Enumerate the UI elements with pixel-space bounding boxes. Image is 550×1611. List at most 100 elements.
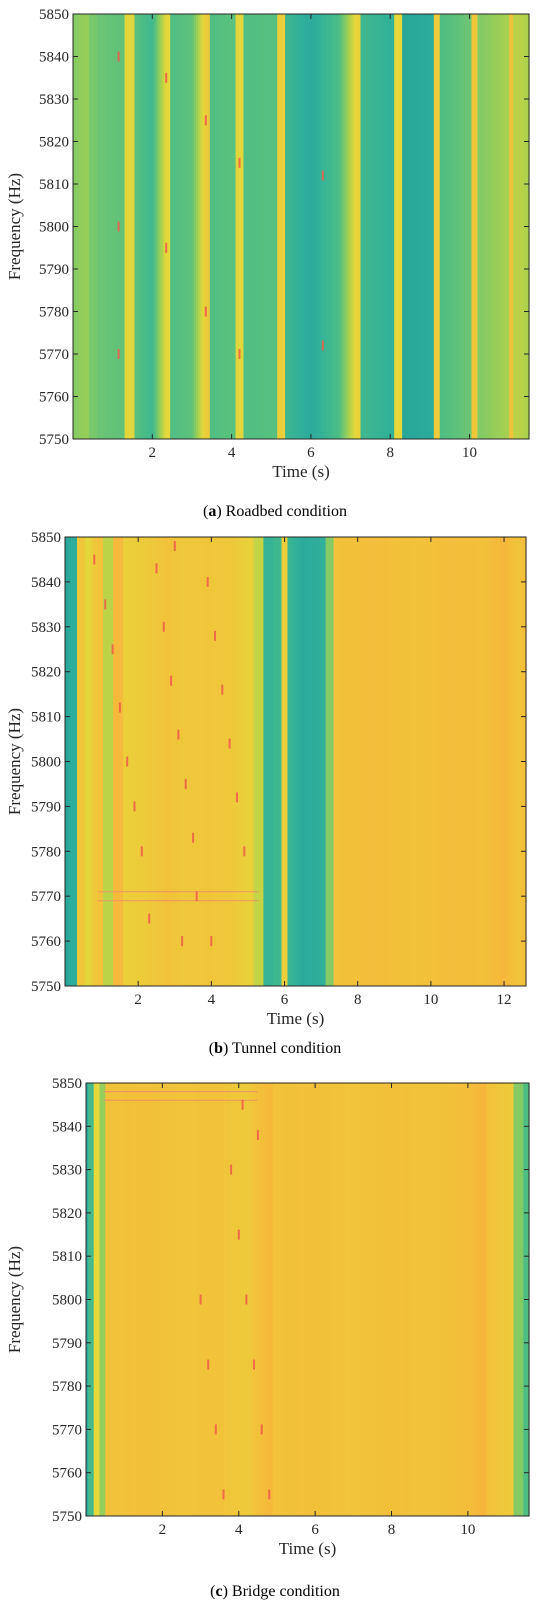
spectrogram-column bbox=[432, 1083, 436, 1516]
spectrogram-column bbox=[393, 537, 397, 986]
spectrogram-column bbox=[487, 14, 490, 439]
spectrogram-column bbox=[197, 14, 201, 439]
spectrogram-column bbox=[299, 537, 303, 986]
spectrogram-column bbox=[189, 537, 192, 986]
spectrogram-column bbox=[274, 1083, 278, 1516]
spectrogram-column bbox=[217, 537, 220, 986]
y-tick-label: 5770 bbox=[52, 1422, 82, 1438]
spectrogram-column bbox=[267, 14, 270, 439]
spectrogram-dash bbox=[214, 1424, 217, 1435]
spectrogram-column bbox=[438, 1083, 441, 1516]
y-tick-label: 5810 bbox=[39, 177, 69, 193]
spectrogram-column bbox=[190, 1083, 193, 1516]
spectrogram-column bbox=[205, 537, 208, 986]
spectrogram-column bbox=[257, 14, 260, 439]
spectrogram-dash bbox=[162, 621, 165, 632]
spectrogram-column bbox=[165, 537, 168, 986]
spectrogram-column bbox=[362, 14, 366, 439]
spectrogram-column bbox=[180, 14, 183, 439]
spectrogram-column bbox=[213, 537, 216, 986]
spectrogram-column bbox=[351, 537, 355, 986]
spectrogram-column bbox=[301, 537, 305, 986]
y-tick-label: 5850 bbox=[39, 7, 69, 23]
spectrogram-column bbox=[191, 1083, 195, 1516]
spectrogram-column bbox=[349, 537, 353, 986]
spectrogram-column bbox=[453, 1083, 457, 1516]
spectrogram-column bbox=[351, 1083, 355, 1516]
spectrogram-column bbox=[279, 14, 282, 439]
spectrogram-column bbox=[295, 14, 298, 439]
y-tick-label: 5750 bbox=[39, 432, 69, 448]
spectrogram-column bbox=[317, 1083, 320, 1516]
spectrogram-column bbox=[517, 537, 521, 986]
spectrogram-column bbox=[156, 14, 159, 439]
spectrogram-column bbox=[120, 1083, 124, 1516]
spectrogram-column bbox=[114, 14, 118, 439]
spectrogram-column bbox=[211, 537, 214, 986]
spectrogram-column bbox=[457, 14, 461, 439]
spectrogram-column bbox=[410, 14, 413, 439]
spectrogram-column bbox=[417, 537, 421, 986]
spectrogram-column bbox=[321, 537, 325, 986]
spectrogram-dash bbox=[173, 541, 176, 551]
spectrogram-dash bbox=[222, 1489, 225, 1500]
spectrogram-column bbox=[149, 537, 152, 986]
spectrogram-column bbox=[193, 1083, 197, 1516]
spectrogram-column bbox=[142, 14, 145, 439]
spectrogram-column bbox=[437, 14, 441, 439]
spectrogram-column bbox=[407, 537, 411, 986]
spectrogram-chart-tunnel: 5750 5760 5770 5780 5790 5800 5810 5820 5830 5840… bbox=[5, 530, 527, 1028]
spectrogram-column bbox=[435, 537, 439, 986]
spectrogram-column bbox=[378, 14, 381, 439]
spectrogram-column bbox=[89, 1083, 93, 1516]
spectrogram-column bbox=[178, 14, 181, 439]
spectrogram-column bbox=[241, 14, 245, 439]
spectrogram-column bbox=[365, 537, 369, 986]
spectrogram-column bbox=[272, 1083, 276, 1516]
spectrogram-column bbox=[356, 14, 360, 439]
spectrogram-column bbox=[431, 14, 435, 439]
spectrogram-dash bbox=[245, 1294, 248, 1305]
spectrogram-column bbox=[447, 537, 451, 986]
spectrogram-column bbox=[477, 14, 481, 439]
spectrogram-column bbox=[357, 537, 361, 986]
spectrogram-column bbox=[255, 1083, 259, 1516]
spectrogram-column bbox=[415, 14, 419, 439]
spectrogram-column bbox=[440, 1083, 443, 1516]
spectrogram-column bbox=[187, 537, 190, 986]
spectrogram-column bbox=[465, 1083, 468, 1516]
spectrogram-column bbox=[119, 537, 122, 986]
spectrogram-column bbox=[329, 537, 333, 986]
spectrogram-column bbox=[336, 1083, 339, 1516]
spectrogram-column bbox=[147, 1083, 151, 1516]
spectrogram-column bbox=[497, 537, 501, 986]
spectrogram-column bbox=[509, 14, 512, 439]
spectrogram-column bbox=[138, 1083, 141, 1516]
spectrogram-column bbox=[437, 537, 441, 986]
spectrogram-column bbox=[337, 537, 341, 986]
spectrogram-column bbox=[81, 537, 84, 986]
spectrogram-column bbox=[511, 14, 514, 439]
spectrogram-dash bbox=[165, 242, 168, 253]
spectrogram-dash bbox=[104, 599, 107, 610]
spectrogram-column bbox=[519, 14, 522, 439]
spectrogram-column bbox=[276, 1083, 280, 1516]
spectrogram-column bbox=[84, 14, 88, 439]
spectrogram-column bbox=[471, 1083, 474, 1516]
spectrogram-dash bbox=[207, 1359, 210, 1370]
y-tick-label: 5780 bbox=[39, 305, 69, 321]
spectrogram-column bbox=[434, 1083, 438, 1516]
spectrogram-column bbox=[297, 14, 300, 439]
spectrogram-column bbox=[243, 14, 247, 439]
spectrogram-column bbox=[455, 537, 459, 986]
spectrogram-chart-roadbed: 5750 5760 5770 5780 5790 5800 5810 5820 5830 5840… bbox=[5, 7, 530, 481]
spectrogram-column bbox=[144, 14, 147, 439]
y-tick-label: 5780 bbox=[52, 1379, 82, 1395]
spectrogram-column bbox=[392, 1083, 395, 1516]
spectrogram-column bbox=[489, 14, 492, 439]
spectrogram-column bbox=[218, 1083, 222, 1516]
spectrogram-column bbox=[335, 537, 339, 986]
spectrogram-column bbox=[207, 14, 211, 439]
spectrogram-column bbox=[185, 537, 188, 986]
spectrogram-column bbox=[99, 1083, 103, 1516]
